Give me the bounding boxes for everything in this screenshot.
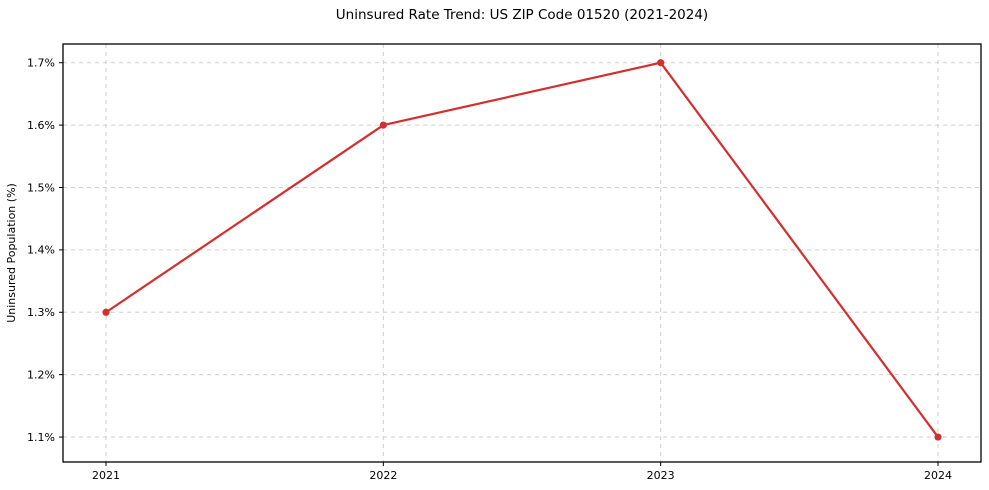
grid-layer — [63, 44, 981, 462]
y-tick-label: 1.2% — [27, 368, 55, 381]
x-tick-label: 2021 — [92, 469, 120, 482]
y-tick-label: 1.5% — [27, 181, 55, 194]
x-tick-label: 2024 — [924, 469, 952, 482]
chart-title: Uninsured Rate Trend: US ZIP Code 01520 … — [336, 7, 708, 23]
x-tick-label: 2023 — [647, 469, 675, 482]
y-tick-label: 1.4% — [27, 244, 55, 257]
data-point-2023 — [657, 59, 665, 67]
data-point-2021 — [102, 308, 110, 316]
series-layer — [102, 59, 942, 441]
axes-layer: 1.1% 1.2% 1.3% 1.4% 1.5% 1.6% 1.7% 2021 2022 2023… — [27, 43, 982, 482]
data-point-2022 — [379, 121, 387, 129]
y-tick-label: 1.3% — [27, 306, 55, 319]
data-point-2024 — [934, 433, 942, 441]
trend-line — [104, 61, 940, 439]
y-tick-label: 1.1% — [27, 431, 55, 444]
y-tick-label: 1.7% — [27, 57, 55, 70]
y-tick-label: 1.6% — [27, 119, 55, 132]
x-tick-label: 2022 — [369, 469, 397, 482]
y-axis-label: Uninsured Population (%) — [5, 183, 18, 323]
axes-spines — [62, 43, 982, 463]
